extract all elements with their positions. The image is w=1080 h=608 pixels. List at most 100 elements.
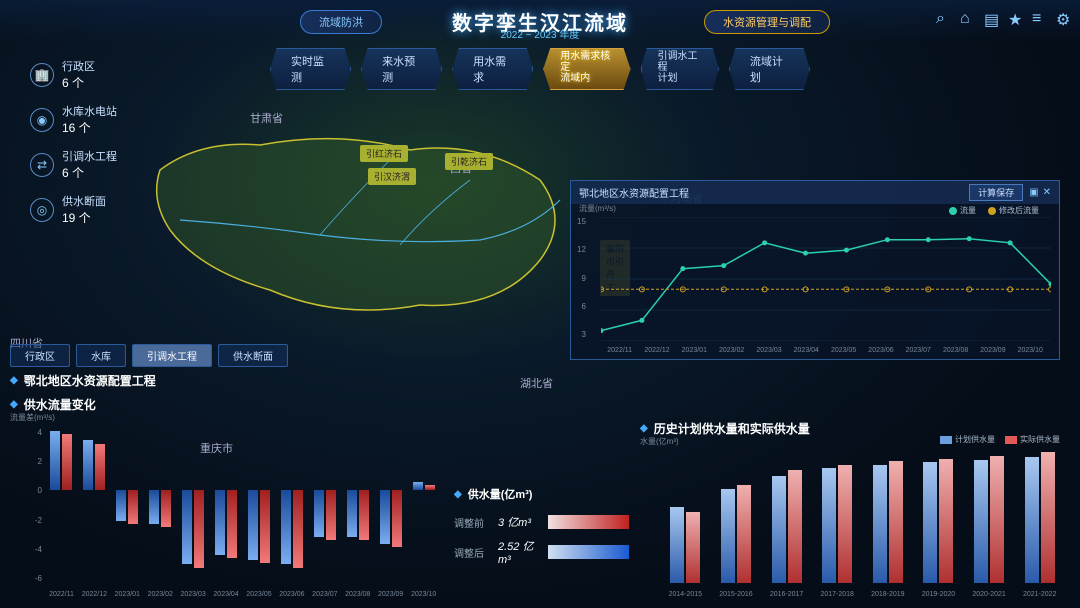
chart-bl-yaxis: 420-2-4-6 — [22, 428, 42, 583]
actual-bar — [838, 465, 852, 583]
layers-icon[interactable]: ▤ — [984, 10, 998, 24]
bar — [380, 490, 390, 544]
pill-flood[interactable]: 流域防洪 — [300, 10, 382, 34]
line-xaxis: 2022/112022/122023/012023/022023/032023/… — [601, 347, 1049, 354]
chart-bl-xaxis: 2022/112022/122023/012023/022023/032023/… — [45, 591, 440, 598]
legend-item: 修改后流量 — [988, 205, 1039, 216]
bar — [50, 431, 60, 490]
line-panel-title: 鄂北地区水资源配置工程 — [579, 185, 689, 200]
bar — [215, 490, 225, 555]
save-button[interactable]: 计算保存 — [969, 184, 1023, 201]
map-marker[interactable]: 引红济石 — [360, 145, 408, 162]
left-stats: 🏢 行政区 6 个 ◉ 水库水电站 16 个 ⇄ 引调水工程 6 个 ◎ 供水断面 1… — [30, 58, 117, 226]
line-yaxis: 1512963 — [577, 217, 586, 339]
map-marker[interactable]: 引汉济渭 — [368, 168, 416, 185]
bar — [182, 490, 192, 564]
supply-bar — [548, 515, 629, 529]
nav-tab[interactable]: 来水预测 — [361, 48, 442, 90]
bar — [149, 490, 159, 524]
gear-icon[interactable]: ⚙ — [1056, 10, 1070, 24]
flow-change-chart: 420-2-4-6 2022/112022/122023/012023/0220… — [10, 418, 440, 598]
nav-tabs: 实时监测来水预测用水需求用水需求核定流域内引调水工程计划流域计划 — [270, 48, 810, 90]
header: 数字孪生汉江流域 2022 ~ 2023 年度 流域防洪 水资源管理与调配 ⌕ … — [0, 0, 1080, 42]
supply-value: 3 亿m³ — [498, 514, 540, 530]
legend-item: 实际供水量 — [1005, 434, 1060, 445]
nav-tab[interactable]: 实时监测 — [270, 48, 351, 90]
line-legend: 流量修改后流量 — [949, 205, 1039, 216]
pill-water-mgmt[interactable]: 水资源管理与调配 — [704, 10, 830, 34]
bar — [260, 490, 270, 563]
header-icons: ⌕ ⌂ ▤ ★ ≡ ⚙ — [936, 10, 1070, 24]
menu-icon[interactable]: ≡ — [1032, 10, 1046, 24]
province-label: 湖北省 — [520, 375, 553, 391]
nav-tab[interactable]: 用水需求 — [452, 48, 533, 90]
building-icon: 🏢 — [30, 63, 54, 87]
filter-pill[interactable]: 引调水工程 — [132, 344, 212, 367]
stat-item[interactable]: ◎ 供水断面 19 个 — [30, 193, 117, 226]
bar — [161, 490, 171, 527]
close-icon[interactable]: ✕ — [1043, 187, 1051, 198]
plan-bar — [873, 465, 887, 583]
province-label: 西省 — [450, 160, 472, 176]
plan-bar — [721, 489, 735, 583]
plan-bar — [822, 468, 836, 583]
line-panel-header: 鄂北地区水资源配置工程 计算保存 ▣ ✕ — [571, 181, 1059, 204]
stat-item[interactable]: ⇄ 引调水工程 6 个 — [30, 148, 117, 181]
bar — [116, 490, 126, 521]
bar — [314, 490, 324, 537]
stat-label: 水库水电站 — [62, 103, 117, 119]
stat-count: 6 个 — [62, 74, 95, 91]
chart-br-plot — [660, 452, 1065, 583]
line-ylabel: 流量(m³/s) — [579, 203, 616, 214]
plan-bar — [670, 507, 684, 583]
bar — [392, 490, 402, 547]
filter-pill[interactable]: 供水断面 — [218, 344, 288, 367]
bar — [281, 490, 291, 564]
plan-bar — [923, 462, 937, 583]
star-icon[interactable]: ★ — [1008, 10, 1022, 24]
bar — [413, 482, 423, 490]
nav-tab[interactable]: 引调水工程计划 — [641, 48, 719, 90]
actual-bar — [939, 459, 953, 583]
bar — [83, 440, 93, 490]
stat-item[interactable]: ◉ 水库水电站 16 个 — [30, 103, 117, 136]
filter-pill[interactable]: 水库 — [76, 344, 126, 367]
supply-title: 供水量(亿m³) — [454, 482, 629, 506]
chart-br-xaxis: 2014-20152015-20162016-20172017-20182018… — [660, 591, 1065, 598]
plan-bar — [974, 460, 988, 583]
actual-bar — [737, 485, 751, 583]
stat-count: 19 个 — [62, 209, 106, 226]
actual-bar — [1041, 452, 1055, 583]
stat-count: 16 个 — [62, 119, 117, 136]
bar — [95, 444, 105, 491]
filter-pills: 行政区水库引调水工程供水断面 — [10, 344, 288, 367]
filter-pill[interactable]: 行政区 — [10, 344, 70, 367]
bar — [62, 434, 72, 490]
supply-row: 调整前 3 亿m³ — [454, 514, 629, 530]
nav-tab[interactable]: 用水需求核定流域内 — [543, 48, 630, 90]
bar — [293, 490, 303, 568]
history-chart: 计划供水量实际供水量 2014-20152015-20162016-201720… — [640, 438, 1070, 598]
supply-box: 供水量(亿m³) 调整前 3 亿m³ 调整后 2.52 亿m³ — [454, 482, 629, 574]
home-icon[interactable]: ⌂ — [960, 10, 974, 24]
supply-label: 调整后 — [454, 545, 490, 560]
actual-bar — [889, 461, 903, 583]
window-icon[interactable]: ▣ — [1029, 187, 1038, 198]
bar — [128, 490, 138, 524]
map-area: 甘肃省西省河南省四川省重庆市湖北省引红济石引乾济石引汉济渭襄阳市引丹工… — [100, 70, 600, 330]
supply-value: 2.52 亿m³ — [498, 538, 540, 566]
bar — [248, 490, 258, 560]
stat-item[interactable]: 🏢 行政区 6 个 — [30, 58, 117, 91]
plan-bar — [772, 476, 786, 583]
nav-tab[interactable]: 流域计划 — [729, 48, 810, 90]
actual-bar — [788, 470, 802, 583]
bar — [359, 490, 369, 540]
bar — [425, 485, 435, 490]
basin-boundary — [100, 70, 600, 330]
search-icon[interactable]: ⌕ — [936, 10, 950, 24]
map-marker[interactable]: 引乾济石 — [445, 153, 493, 170]
legend-item: 计划供水量 — [940, 434, 995, 445]
actual-bar — [990, 456, 1004, 583]
chart-bl-plot — [45, 428, 440, 583]
supply-bar — [548, 545, 629, 559]
